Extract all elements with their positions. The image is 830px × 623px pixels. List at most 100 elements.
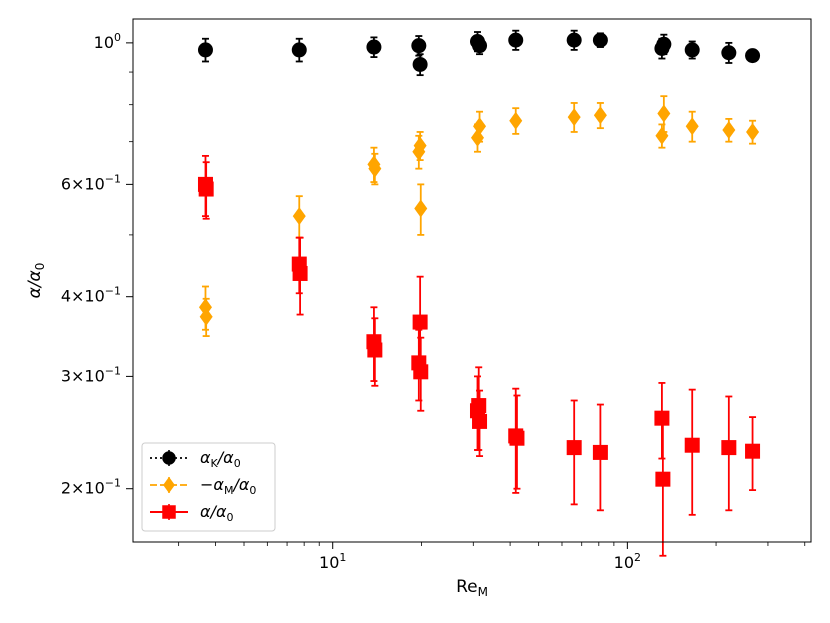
x-axis-label: ReM [456, 577, 488, 599]
legend-label: αK/α0 [200, 448, 241, 470]
x-axis-label-sub: M [478, 585, 488, 599]
y-tick-label: 3×10−1 [61, 364, 121, 385]
data-point [198, 181, 214, 197]
x-tick-label-base: 10 [319, 553, 339, 572]
data-point [291, 42, 307, 58]
y-tick-label-coef: 6× [61, 174, 85, 193]
legend-item: αK/α0 [150, 448, 241, 470]
y-tick-label: 100 [94, 31, 121, 52]
y-tick-label-exp: −1 [105, 364, 121, 377]
x-tick-label: 101 [319, 551, 346, 572]
legend-label-post: /α [216, 448, 234, 467]
error-bar [659, 418, 667, 557]
data-point [745, 48, 761, 64]
legend-label: −αM/α0 [200, 475, 256, 497]
y-tick-label-base: 10 [84, 174, 104, 193]
data-point [655, 126, 669, 145]
data-point [411, 38, 427, 54]
plot-frame [132, 18, 812, 543]
legend-label-sub2: 0 [249, 484, 256, 497]
data-point [199, 307, 213, 326]
data-point [509, 430, 525, 446]
y-tick-label: 2×10−1 [61, 477, 121, 498]
x-tick-label-base: 10 [614, 553, 634, 572]
data-point [721, 440, 737, 456]
legend-marker [162, 505, 176, 519]
legend-label-main: α/α [200, 502, 227, 521]
data-point [197, 42, 213, 58]
data-layer [197, 29, 761, 557]
data-point [685, 117, 699, 136]
data-point [366, 39, 382, 55]
data-point [472, 38, 488, 54]
series-orange [198, 95, 760, 337]
legend: αK/α0−αM/α0α/α0 [141, 442, 276, 532]
y-axis-label-sub: 0 [33, 263, 47, 271]
data-point [472, 413, 488, 429]
data-point [592, 32, 608, 48]
y-tick-label-exp: −1 [105, 477, 121, 490]
y-tick-label-base: 10 [94, 33, 114, 52]
x-tick-label: 102 [614, 551, 641, 572]
data-point [292, 265, 308, 281]
legend-label-sub2: 0 [234, 457, 241, 470]
legend-label-sub: K [211, 457, 219, 470]
legend-marker [162, 451, 176, 465]
data-point [746, 122, 760, 141]
data-point [414, 199, 428, 218]
y-tick-label-coef: 3× [61, 366, 85, 385]
y-tick-label: 6×10−1 [61, 172, 121, 193]
legend-label-main: α [200, 448, 211, 467]
data-point [656, 36, 672, 52]
legend-label: α/α0 [200, 502, 233, 524]
data-point [722, 121, 736, 140]
y-tick-label-coef: 2× [61, 479, 85, 498]
y-axis-label-main: α/α [25, 270, 45, 298]
y-tick-label-exp: −1 [105, 285, 121, 298]
y-tick-label-coef: 4× [61, 287, 85, 306]
data-point [413, 136, 427, 155]
x-axis-label-main: Re [456, 577, 478, 597]
y-tick-label-base: 10 [84, 287, 104, 306]
data-point [473, 117, 487, 136]
data-point [567, 108, 581, 127]
y-tick-label-base: 10 [84, 479, 104, 498]
series-red [197, 154, 761, 557]
data-point [292, 207, 306, 226]
data-point [684, 437, 700, 453]
y-tick-label-exp: 0 [114, 31, 121, 44]
data-point [566, 32, 582, 48]
legend-label-main: α [213, 475, 224, 494]
data-point [508, 32, 524, 48]
legend-item: α/α0 [150, 502, 233, 524]
legend-label-post: /α [231, 475, 249, 494]
legend-item: −αM/α0 [150, 475, 256, 497]
data-point [592, 444, 608, 460]
legend-label-pre: − [200, 475, 213, 494]
legend-label-sub: 0 [226, 511, 233, 524]
data-point [684, 42, 700, 58]
legend-marker [163, 476, 175, 494]
data-point [566, 440, 582, 456]
y-tick-label-base: 10 [84, 366, 104, 385]
series-black [197, 29, 761, 77]
data-point [745, 443, 761, 459]
data-point [368, 159, 382, 178]
y-tick-label-exp: −1 [105, 172, 121, 185]
x-tick-label-exp: 1 [339, 551, 346, 564]
data-point [655, 471, 671, 487]
legend-label-sub: M [224, 484, 234, 497]
data-point [413, 364, 429, 380]
data-point [412, 314, 428, 330]
data-point [509, 111, 523, 130]
data-point [657, 104, 671, 123]
y-tick-label: 4×10−1 [61, 285, 121, 306]
data-point [593, 106, 607, 125]
y-axis-label: α/α0 [25, 263, 47, 299]
data-point [654, 410, 670, 426]
data-point [412, 56, 428, 72]
data-point [721, 45, 737, 61]
